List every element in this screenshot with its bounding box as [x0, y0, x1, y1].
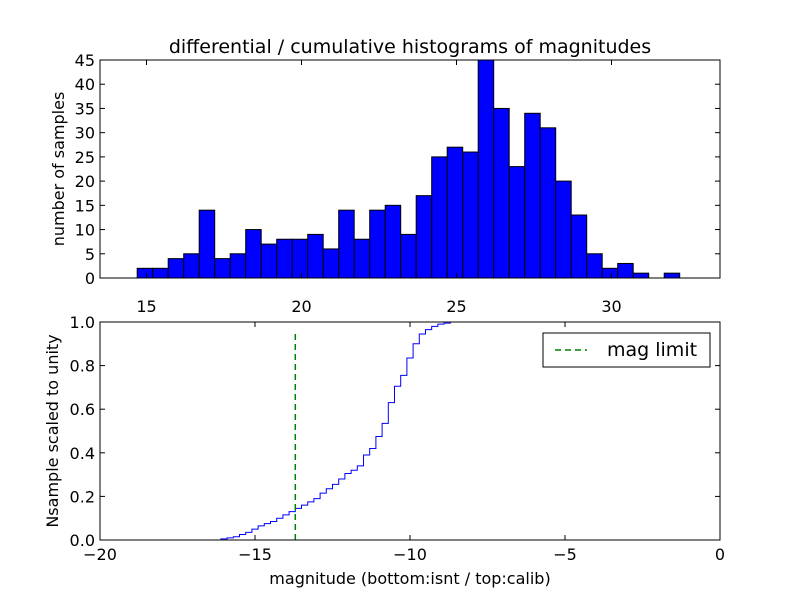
histogram-bar	[198, 209, 216, 279]
histogram-bar	[136, 267, 154, 279]
histogram-bar	[291, 238, 309, 279]
y-tick-label: 10	[75, 221, 95, 240]
y-tick-label: 20	[75, 172, 95, 191]
y-tick-label: 15	[75, 196, 95, 215]
histogram-y-ticks: 0 5 10 15 20 25 30 35 40 45	[75, 51, 720, 288]
y-tick-label: 1.0	[70, 313, 95, 332]
x-axis-label: magnitude (bottom:isnt / top:calib)	[269, 569, 550, 588]
y-tick-label: 35	[75, 99, 95, 118]
histogram-bar	[183, 253, 200, 279]
x-tick-label: 20	[291, 297, 311, 316]
histogram-bar	[524, 112, 541, 279]
y-tick-label: 25	[75, 148, 95, 167]
cumulative-axes: 0.0 0.2 0.4 0.6 0.8 1.0 −20 −15 −10 −5 0 magnitud…	[43, 313, 725, 588]
x-tick-label: 25	[446, 297, 466, 316]
histogram-bar	[539, 127, 557, 279]
histogram-bar	[214, 258, 231, 279]
histogram-bar	[400, 233, 417, 279]
histogram-bar	[245, 229, 262, 279]
histogram-bar	[307, 233, 324, 279]
y-tick-label: 0.8	[70, 357, 95, 376]
x-tick-label: −5	[553, 545, 577, 564]
histogram-bar	[229, 253, 247, 279]
y-tick-label: 0.6	[70, 400, 95, 419]
histogram-bar	[601, 267, 619, 279]
histogram-bar	[322, 248, 340, 279]
x-tick-label: −10	[393, 545, 427, 564]
histogram-bar	[260, 243, 278, 279]
histogram-bar	[462, 151, 479, 279]
y-tick-label: 40	[75, 75, 95, 94]
histogram-x-ticks: 15 20 25 30	[136, 60, 622, 316]
histogram-bar	[152, 267, 169, 279]
histogram-bar	[384, 204, 402, 279]
chart-title: differential / cumulative histograms of …	[169, 36, 651, 58]
histogram-bar	[555, 180, 572, 279]
y-tick-label: 5	[85, 245, 95, 264]
x-tick-label: 30	[601, 297, 621, 316]
histogram-bar	[431, 156, 448, 279]
y-tick-label: 45	[75, 51, 95, 70]
cumulative-y-ticks: 0.0 0.2 0.4 0.6 0.8 1.0	[70, 313, 720, 550]
y-tick-label: 0	[85, 269, 95, 288]
histogram-bar	[353, 238, 371, 279]
histogram-bar	[415, 195, 433, 279]
histogram-bar	[493, 107, 510, 279]
x-tick-label: 0	[715, 545, 725, 564]
histogram-bar	[663, 272, 681, 279]
cumulative-series-line	[100, 321, 720, 541]
histogram-bar	[477, 59, 495, 279]
histogram-frame	[99, 59, 721, 279]
x-tick-label: 15	[136, 297, 156, 316]
cumulative-y-axis-label: Nsample scaled to unity	[43, 334, 62, 527]
histogram-bar	[617, 262, 634, 279]
histogram-bar	[508, 166, 526, 279]
x-tick-label: −15	[238, 545, 272, 564]
histogram-bar	[338, 209, 355, 279]
legend-mag-limit-label: mag limit	[607, 339, 697, 361]
y-tick-label: 0.0	[70, 531, 95, 550]
y-tick-label: 0.2	[70, 487, 95, 506]
histogram-bar	[570, 214, 588, 279]
legend: mag limit	[542, 332, 711, 368]
histogram-axes: 0 5 10 15 20 25 30 35 40 45 15 20 25 30 differential…	[49, 36, 721, 316]
histogram-bar	[276, 238, 293, 279]
y-tick-label: 30	[75, 124, 95, 143]
histogram-bars	[136, 59, 681, 279]
x-tick-label: −20	[83, 545, 117, 564]
histogram-bar	[369, 209, 386, 279]
histogram-bar	[446, 146, 464, 279]
histogram-bar	[632, 272, 650, 279]
cumulative-x-ticks: −20 −15 −10 −5 0	[83, 322, 725, 564]
y-tick-label: 0.4	[70, 444, 95, 463]
histogram-bar	[167, 258, 185, 279]
histogram-y-axis-label: number of samples	[49, 92, 68, 247]
histogram-bar	[586, 253, 603, 279]
